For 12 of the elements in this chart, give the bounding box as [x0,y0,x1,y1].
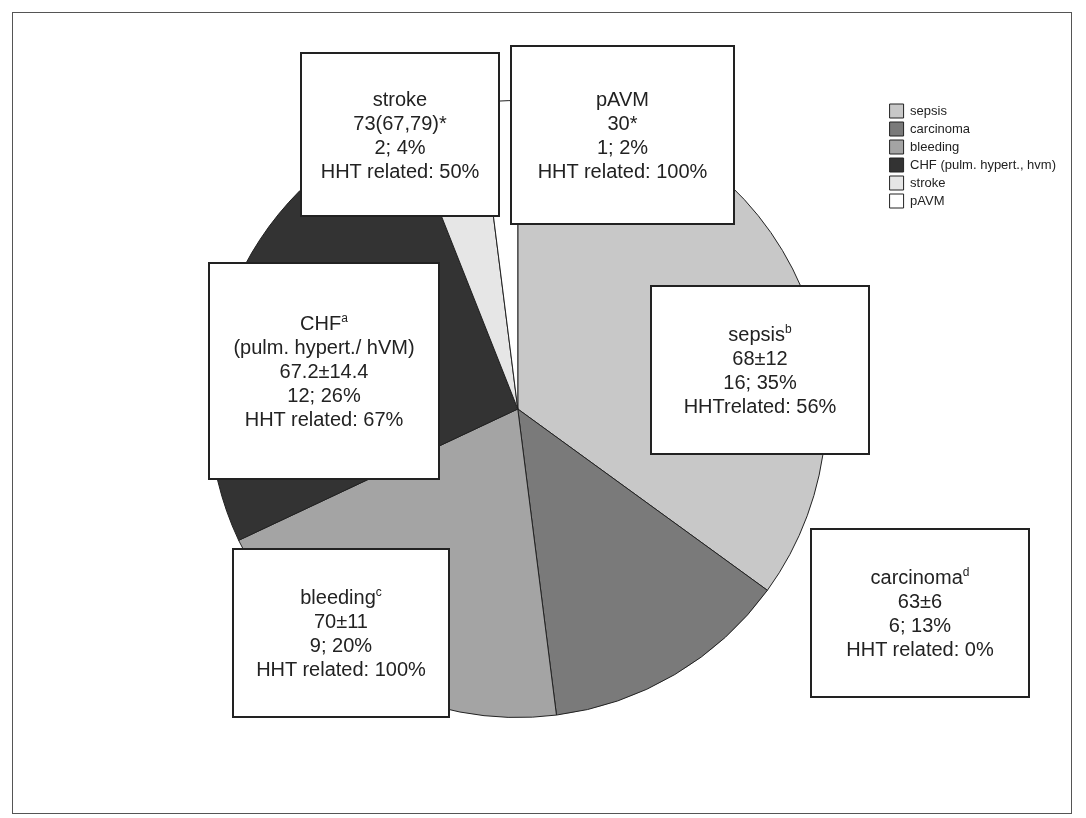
legend-label: carcinoma [910,120,971,136]
legend-label: pAVM [910,192,945,208]
text: carcinoma$^{d}$ 63±6 6; 13% HHT related: 0% [846,565,994,660]
text: sepsis$^{b}$ 68±12 16; 35% HHTrelated: 56% [683,322,837,418]
legend-label: bleeding [910,138,960,154]
text: stroke 73(67,79)* 2; 4% HHT related: 50% [320,86,480,183]
text: pAVM 30* 1; 2% HHT related: 100% [537,87,708,183]
text: CHF$^{a}$ (pulm. hypert./ hVM) 67.2±14.4 12; 26% HHT related: 67% [233,311,415,431]
legend-label: sepsis [910,102,948,118]
legend-label: CHF (pulm. hypert., hvm) [910,156,1057,172]
text: bleeding$^{c}$ 70±11 9; 20% HHT related: 100% [256,585,426,681]
legend-label: stroke [910,174,946,190]
